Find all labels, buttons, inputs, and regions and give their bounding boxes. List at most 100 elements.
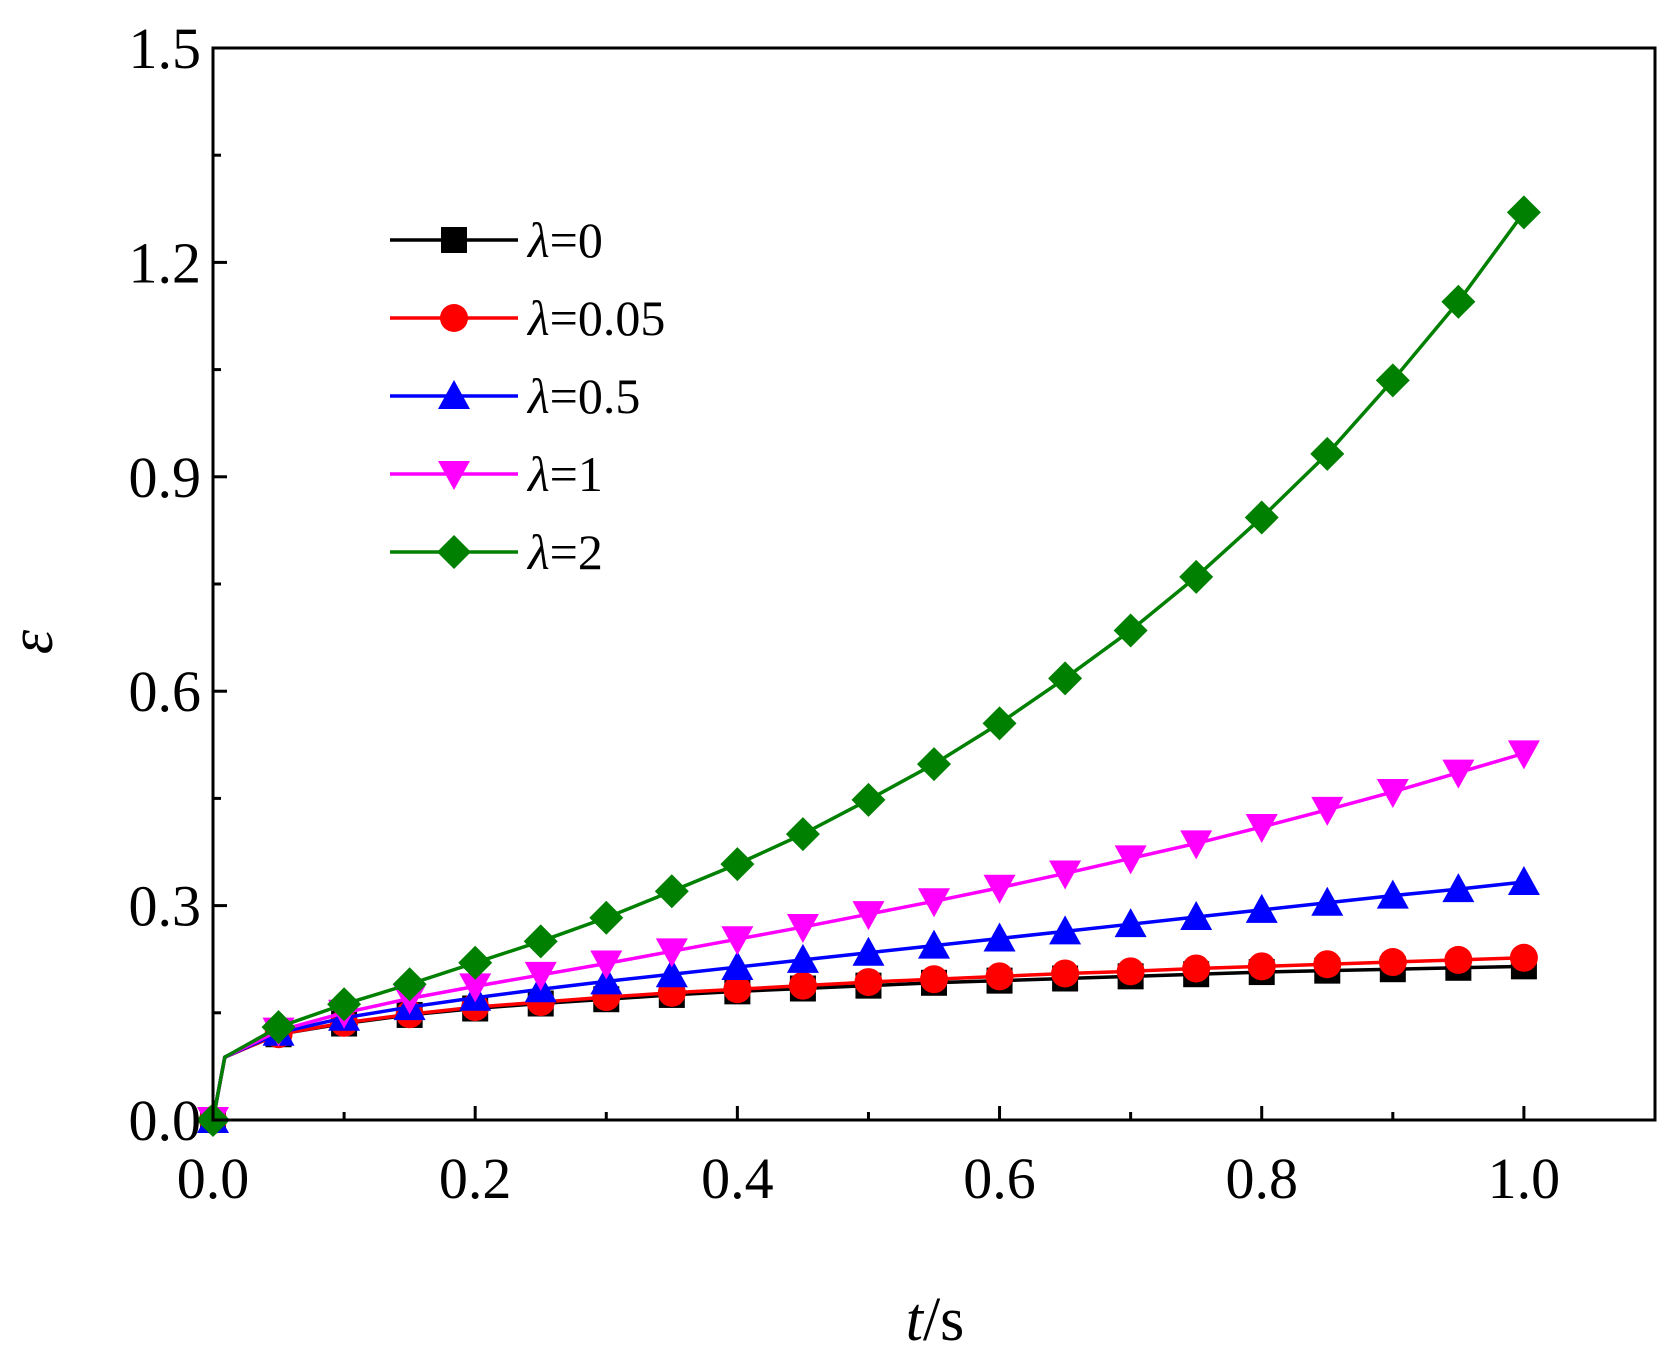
data-point bbox=[1376, 879, 1409, 909]
data-point bbox=[788, 971, 817, 1000]
x-axis-title: t/s bbox=[906, 1286, 965, 1354]
data-point bbox=[786, 914, 819, 944]
y-tick-label: 1.2 bbox=[129, 230, 202, 295]
x-tick-label: 0.6 bbox=[963, 1146, 1036, 1211]
data-point bbox=[851, 782, 886, 817]
data-point bbox=[1180, 830, 1213, 860]
data-point bbox=[1244, 500, 1279, 535]
data-point bbox=[1378, 948, 1407, 977]
x-tick-label: 0.8 bbox=[1225, 1146, 1298, 1211]
data-point bbox=[721, 951, 754, 981]
data-point bbox=[983, 874, 1016, 904]
x-tick-label: 0.0 bbox=[177, 1146, 250, 1211]
data-point bbox=[1049, 860, 1082, 890]
legend-item: λ=1 bbox=[390, 446, 603, 502]
data-point bbox=[655, 938, 688, 968]
data-point bbox=[1506, 195, 1541, 230]
data-point bbox=[261, 1010, 296, 1045]
series-line bbox=[211, 751, 1525, 1121]
data-point bbox=[1247, 952, 1276, 981]
legend-label: λ=2 bbox=[526, 524, 603, 580]
data-point bbox=[654, 874, 689, 909]
x-tick-label: 0.2 bbox=[439, 1146, 512, 1211]
legend-label: λ=0.5 bbox=[526, 368, 640, 424]
data-point bbox=[1311, 886, 1344, 916]
data-point bbox=[920, 965, 948, 994]
data-point bbox=[854, 968, 883, 997]
legend-marker bbox=[438, 380, 470, 409]
series-1 bbox=[199, 943, 1538, 1134]
data-point bbox=[459, 973, 492, 1003]
data-point bbox=[327, 987, 362, 1022]
data-point bbox=[852, 901, 885, 931]
series-4 bbox=[196, 195, 1541, 1137]
legend-item: λ=0 bbox=[390, 212, 603, 268]
data-point bbox=[785, 817, 820, 852]
data-point bbox=[1442, 759, 1475, 789]
data-point bbox=[1310, 436, 1345, 471]
data-point bbox=[1441, 284, 1476, 319]
data-point bbox=[523, 924, 558, 959]
series-layer bbox=[196, 195, 1541, 1137]
series-line bbox=[211, 211, 1526, 1121]
data-point bbox=[458, 945, 493, 980]
data-point bbox=[590, 965, 623, 995]
x-axis-title-variable: t bbox=[906, 1286, 925, 1354]
data-point bbox=[721, 926, 754, 956]
data-point bbox=[917, 747, 951, 782]
x-tick-label: 1.0 bbox=[1488, 1146, 1561, 1211]
data-point bbox=[1116, 957, 1145, 986]
legend-label: λ=0.05 bbox=[526, 290, 665, 346]
data-point bbox=[524, 961, 557, 991]
data-point bbox=[1049, 915, 1082, 945]
y-tick-label: 0.9 bbox=[129, 445, 202, 510]
x-axis-title-unit: /s bbox=[923, 1286, 964, 1354]
data-point bbox=[1376, 778, 1409, 808]
legend-marker bbox=[438, 461, 470, 490]
data-point bbox=[1375, 363, 1410, 398]
y-tick-label: 1.5 bbox=[129, 16, 202, 81]
data-point bbox=[723, 975, 752, 1004]
legend-marker bbox=[440, 304, 468, 332]
legend-item: λ=2 bbox=[390, 524, 603, 580]
data-point bbox=[589, 900, 624, 935]
legend-label: λ=0 bbox=[526, 212, 603, 268]
legend: λ=0 λ=0.05 λ=0.5 λ=1 λ=2 bbox=[390, 212, 665, 580]
data-point bbox=[985, 962, 1014, 991]
data-point bbox=[1182, 954, 1211, 983]
data-point bbox=[1444, 945, 1473, 974]
x-tick-label: 0.4 bbox=[701, 1146, 774, 1211]
data-point bbox=[1507, 740, 1540, 770]
legend-label: λ=1 bbox=[526, 446, 603, 502]
data-point bbox=[1245, 813, 1278, 843]
data-point bbox=[1113, 613, 1148, 648]
data-point bbox=[1509, 943, 1538, 972]
y-tick-label: 0.0 bbox=[129, 1088, 202, 1153]
data-point bbox=[1114, 845, 1147, 875]
data-point bbox=[1180, 901, 1213, 931]
y-tick-label: 0.6 bbox=[129, 659, 202, 724]
data-point bbox=[786, 943, 819, 973]
data-point bbox=[918, 929, 950, 959]
data-point bbox=[983, 922, 1016, 952]
data-point bbox=[1442, 873, 1475, 903]
data-point bbox=[720, 847, 755, 882]
y-tick-label: 0.3 bbox=[129, 874, 202, 939]
data-point bbox=[982, 706, 1017, 741]
data-point bbox=[1051, 959, 1080, 988]
y-axis-title: ε bbox=[0, 629, 66, 654]
data-point bbox=[918, 888, 950, 918]
data-point bbox=[1179, 559, 1214, 594]
legend-item: λ=0.05 bbox=[390, 290, 665, 346]
data-point bbox=[392, 967, 427, 1002]
legend-marker bbox=[441, 227, 467, 253]
data-point bbox=[1311, 796, 1344, 826]
series-line bbox=[211, 880, 1525, 1121]
data-point bbox=[1507, 866, 1540, 896]
series-line bbox=[211, 956, 1524, 1121]
data-point bbox=[1313, 950, 1342, 979]
legend-marker bbox=[437, 535, 471, 569]
legend-item: λ=0.5 bbox=[390, 368, 640, 424]
data-point bbox=[1114, 908, 1147, 938]
